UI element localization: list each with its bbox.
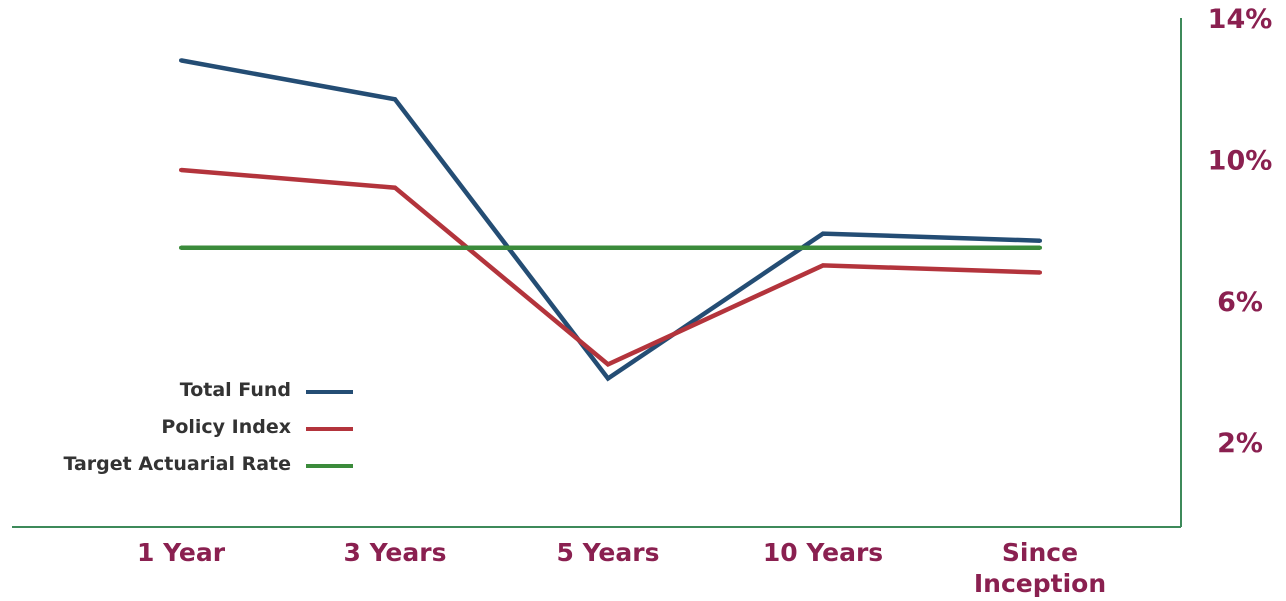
x-tick-label: 5 Years (557, 538, 660, 567)
legend-label-policy-index: Policy Index (161, 416, 291, 438)
data-point-target-actuarial-rate (393, 245, 397, 250)
series-line-policy-index (180, 167, 1041, 368)
data-point-target-actuarial-rate (1038, 245, 1042, 250)
data-point-policy-index (821, 263, 825, 268)
data-point-policy-index (393, 185, 397, 190)
y-tick-label: 10% (1208, 145, 1273, 176)
legend: Total Fund Policy Index Target Actuarial R… (63, 379, 353, 475)
y-tick-label: 6% (1217, 287, 1263, 318)
data-point-policy-index (179, 168, 183, 172)
data-point-target-actuarial-rate (179, 245, 183, 250)
series-layer (179, 58, 1042, 382)
legend-label-total-fund: Total Fund (180, 379, 291, 401)
data-point-target-actuarial-rate (606, 245, 610, 250)
y-tick-label: 14% (1208, 4, 1273, 35)
data-point-total-fund (606, 376, 610, 381)
data-point-total-fund (821, 231, 825, 236)
x-tick-labels: 1 Year 3 Years 5 Years 10 Years Since Incepti… (137, 538, 1106, 598)
data-point-policy-index (606, 362, 610, 367)
chart-axes (12, 18, 1182, 528)
data-point-policy-index (1038, 270, 1042, 275)
x-tick-label: Since Inception (974, 538, 1106, 598)
x-tick-label: 3 Years (344, 538, 447, 567)
x-tick-label: 10 Years (763, 538, 883, 567)
x-tick-label: 1 Year (137, 538, 226, 567)
y-tick-label: 2% (1217, 428, 1263, 459)
series-line-total-fund (180, 58, 1041, 382)
data-point-target-actuarial-rate (821, 245, 825, 250)
legend-label-target-actuarial-rate: Target Actuarial Rate (63, 453, 291, 475)
data-point-total-fund (1038, 238, 1042, 243)
data-point-total-fund (179, 58, 183, 63)
y-tick-labels: 2% 6% 10% 14% (1208, 4, 1273, 459)
data-point-total-fund (393, 97, 397, 102)
